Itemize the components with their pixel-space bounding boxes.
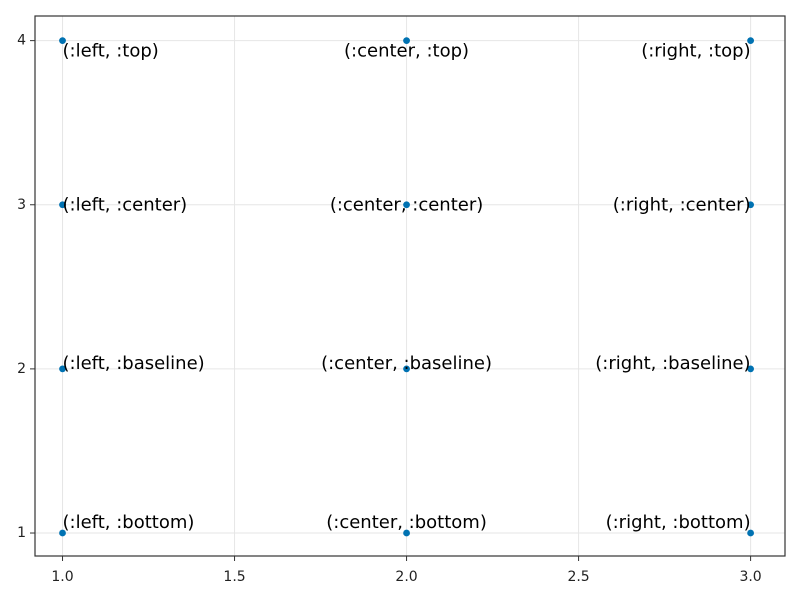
scatter-point [747,529,754,537]
scatter-point [747,201,754,209]
point-label: (:right, :bottom) [606,512,751,533]
point-label: (:left, :baseline) [63,353,205,374]
point-label: (:right, :baseline) [595,353,750,374]
point-label: (:center, :top) [344,41,469,62]
point-label: (:right, :top) [641,41,750,62]
points-layer [59,37,754,537]
point-label: (:left, :center) [63,194,188,215]
x-tick-label: 2.5 [567,569,589,585]
point-label: (:center, :baseline) [321,353,492,374]
x-tick-label: 1.5 [223,569,245,585]
scatter-point [59,201,66,209]
axis-ticks-layer: 1.0 1.5 2.0 2.5 3.0 1 2 3 4 [17,33,762,585]
scatter-point [403,201,410,209]
scatter-point [59,37,66,45]
y-tick-label: 3 [17,197,26,213]
scatter-point [747,365,754,373]
x-tick-label: 3.0 [739,569,761,585]
scatter-point [59,365,66,373]
point-label: (:left, :bottom) [63,512,195,533]
scatter-point [403,37,410,45]
scatter-point [59,529,66,537]
y-tick-label: 2 [17,361,26,377]
y-tick-label: 1 [17,525,26,541]
grid-layer [35,16,785,556]
x-tick-label: 1.0 [51,569,73,585]
scatter-point [747,37,754,45]
y-tick-label: 4 [17,33,26,49]
plot-frame [34,15,786,557]
point-label: (:center, :center) [330,194,483,215]
point-label: (:left, :top) [63,41,159,62]
x-tick-label: 2.0 [395,569,417,585]
labels-layer: (:left, :top) (:center, :top) (:right, :to… [63,41,751,533]
scatter-point [403,365,410,373]
point-label: (:center, :bottom) [326,512,487,533]
scatter-point [403,529,410,537]
point-label: (:right, :center) [613,194,751,215]
